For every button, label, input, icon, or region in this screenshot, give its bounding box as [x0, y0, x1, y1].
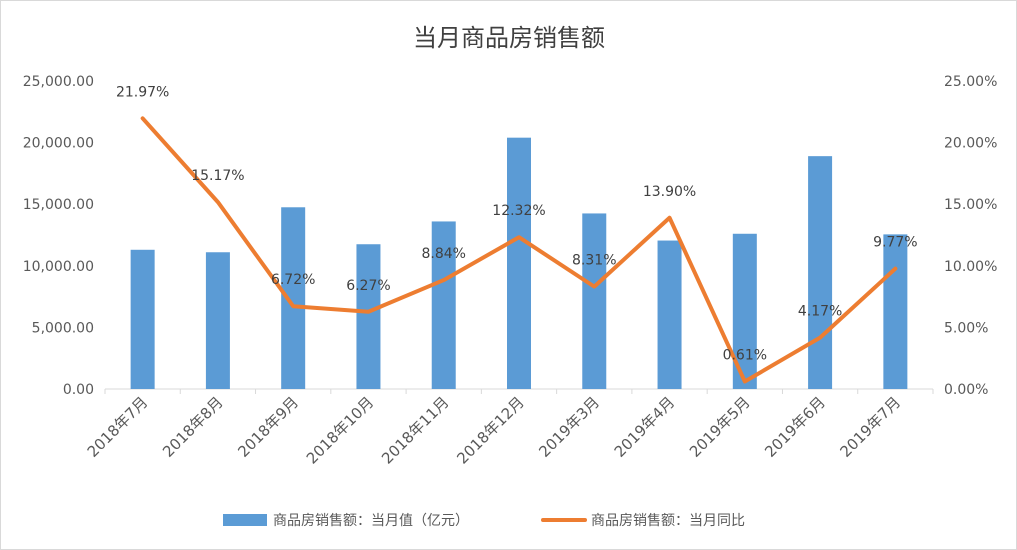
- right-axis-tick-label: 10.00%: [944, 259, 997, 275]
- bar-sales-value: [431, 221, 456, 389]
- bar-sales-value: [883, 234, 908, 389]
- x-axis-tick-label: 2019年4月: [611, 393, 679, 461]
- bar-sales-value: [808, 156, 833, 389]
- right-axis-tick-label: 5.00%: [944, 320, 988, 336]
- left-axis-tick-label: 15,000.00: [23, 197, 94, 213]
- bar-sales-value: [507, 137, 531, 389]
- line-data-label: 4.17%: [798, 304, 842, 320]
- left-axis-tick-label: 20,000.00: [23, 136, 94, 152]
- chart-title: 当月商品房销售额: [413, 24, 605, 52]
- legend-swatch-bar: [223, 514, 267, 526]
- right-axis-tick-label: 20.00%: [944, 136, 997, 152]
- x-axis-tick-label: 2018年7月: [84, 393, 152, 461]
- legend-label-line: 商品房销售额：当月同比: [591, 513, 745, 529]
- right-axis-tick-label: 25.00%: [944, 74, 997, 90]
- line-data-label: 12.32%: [492, 203, 545, 219]
- line-data-label: 13.90%: [643, 184, 696, 200]
- x-axis-tick-label: 2018年9月: [234, 393, 302, 461]
- x-axis-tick-label: 2018年10月: [303, 393, 377, 467]
- bar-sales-value: [356, 244, 381, 389]
- line-data-label: 8.31%: [572, 253, 616, 269]
- line-data-label: 9.77%: [873, 235, 917, 251]
- left-axis-tick-label: 0.00: [63, 382, 94, 398]
- left-axis-tick-label: 5,000.00: [32, 320, 94, 336]
- right-axis-tick-label: 0.00%: [944, 382, 988, 398]
- bar-sales-value: [657, 240, 682, 389]
- x-axis-tick-label: 2019年6月: [761, 393, 829, 461]
- line-data-label: 8.84%: [421, 246, 465, 262]
- x-axis-tick-label: 2019年7月: [837, 393, 905, 461]
- line-yoy-growth: [140, 116, 898, 384]
- left-axis-tick-label: 25,000.00: [23, 74, 94, 90]
- legend-label-bar: 商品房销售额：当月值（亿元）: [273, 513, 469, 529]
- line-data-label: 0.61%: [723, 347, 767, 363]
- left-axis-tick-label: 10,000.00: [23, 259, 94, 275]
- bar-sales-value: [582, 213, 607, 389]
- bar-sales-value: [130, 249, 155, 389]
- right-axis-tick-label: 15.00%: [944, 197, 997, 213]
- x-axis-tick-label: 2018年11月: [378, 393, 452, 467]
- x-axis-tick-label: 2019年5月: [686, 393, 754, 461]
- bar-sales-value: [205, 252, 230, 389]
- bar-sales-value: [281, 207, 306, 389]
- x-axis-tick-label: 2018年8月: [159, 393, 227, 461]
- x-axis-tick-label: 2018年12月: [453, 393, 527, 467]
- line-data-label: 6.72%: [271, 272, 315, 288]
- line-data-label: 21.97%: [116, 84, 169, 100]
- x-axis-tick-label: 2019年3月: [535, 393, 603, 461]
- line-data-label: 15.17%: [191, 168, 244, 184]
- line-data-label: 6.27%: [346, 278, 390, 294]
